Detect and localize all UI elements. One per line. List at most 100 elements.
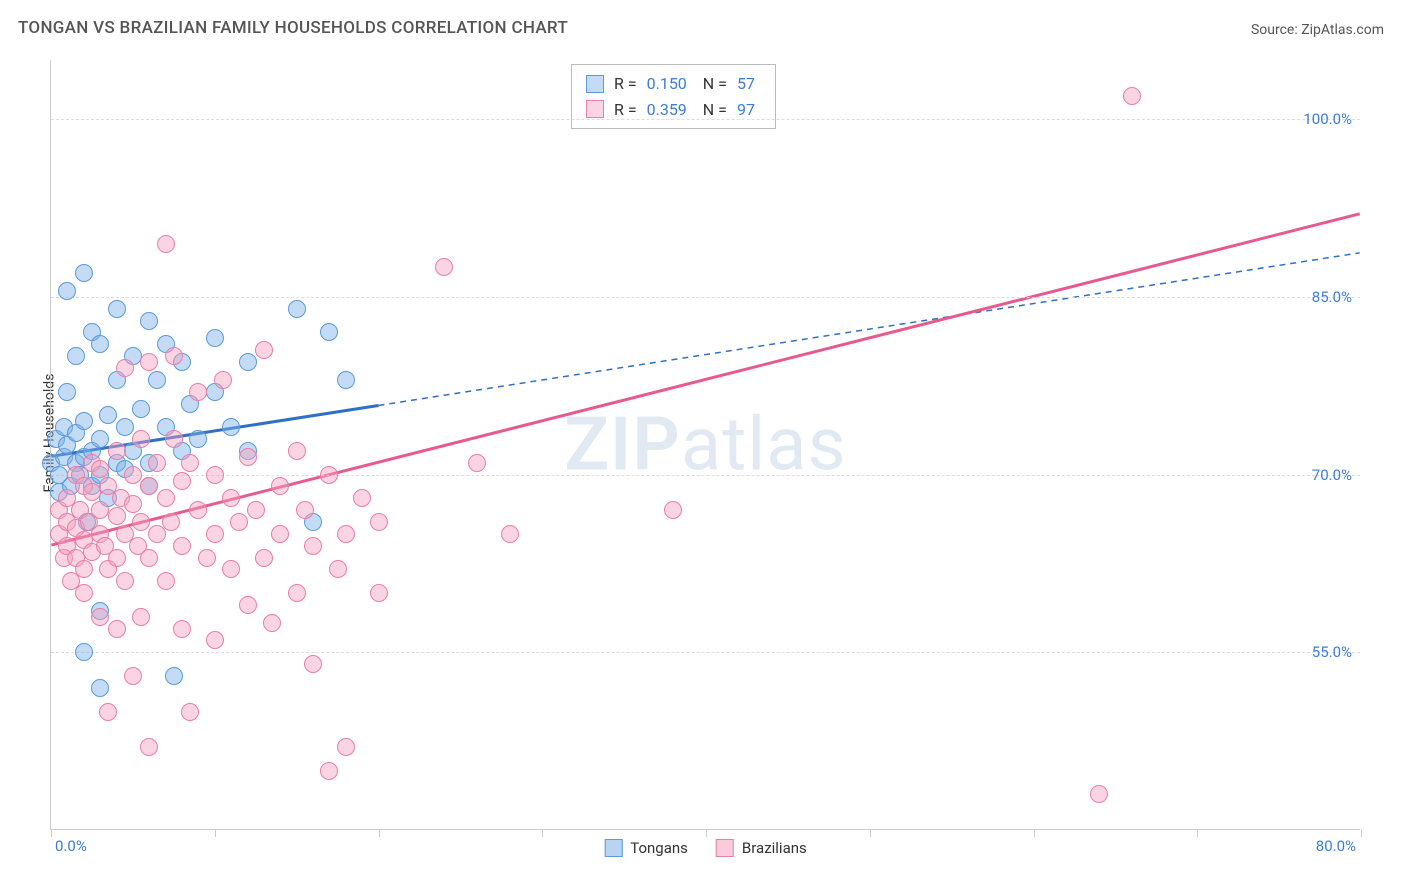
scatter-point bbox=[108, 442, 126, 460]
scatter-point bbox=[157, 489, 175, 507]
swatch-brazilians bbox=[586, 100, 604, 118]
scatter-point bbox=[140, 312, 158, 330]
y-tick-label: 55.0% bbox=[1312, 643, 1352, 661]
scatter-point bbox=[263, 614, 281, 632]
legend-swatch bbox=[604, 839, 622, 857]
scatter-point bbox=[165, 347, 183, 365]
scatter-point bbox=[271, 525, 289, 543]
scatter-point bbox=[124, 466, 142, 484]
scatter-point bbox=[99, 703, 117, 721]
scatter-point bbox=[189, 383, 207, 401]
scatter-point bbox=[91, 608, 109, 626]
scatter-point bbox=[132, 513, 150, 531]
scatter-point bbox=[271, 477, 289, 495]
scatter-point bbox=[288, 584, 306, 602]
scatter-point bbox=[181, 454, 199, 472]
scatter-point bbox=[67, 347, 85, 365]
legend-stats-row: R = 0.150 N = 57 bbox=[586, 71, 761, 97]
grid-line bbox=[51, 297, 1360, 298]
scatter-point bbox=[173, 472, 191, 490]
scatter-point bbox=[108, 549, 126, 567]
legend-item: Tongans bbox=[604, 839, 688, 857]
x-tick bbox=[706, 829, 707, 837]
scatter-point bbox=[116, 572, 134, 590]
scatter-point bbox=[181, 703, 199, 721]
scatter-point bbox=[75, 560, 93, 578]
y-tick-label: 70.0% bbox=[1312, 466, 1352, 484]
legend-series: Tongans Brazilians bbox=[604, 839, 807, 857]
chart-title: TONGAN VS BRAZILIAN FAMILY HOUSEHOLDS CO… bbox=[18, 18, 568, 38]
scatter-point bbox=[288, 300, 306, 318]
legend-label: Tongans bbox=[630, 839, 688, 857]
scatter-point bbox=[329, 560, 347, 578]
scatter-point bbox=[206, 329, 224, 347]
x-tick bbox=[870, 829, 871, 837]
grid-line bbox=[51, 119, 1360, 120]
trend-line bbox=[51, 214, 1359, 545]
scatter-point bbox=[320, 762, 338, 780]
scatter-point bbox=[173, 537, 191, 555]
x-tick bbox=[542, 829, 543, 837]
scatter-point bbox=[337, 371, 355, 389]
scatter-point bbox=[157, 235, 175, 253]
source-attribution: Source: ZipAtlas.com bbox=[1251, 22, 1384, 38]
scatter-point bbox=[304, 537, 322, 555]
scatter-point bbox=[664, 501, 682, 519]
scatter-point bbox=[468, 454, 486, 472]
scatter-point bbox=[108, 300, 126, 318]
y-tick-label: 100.0% bbox=[1303, 110, 1352, 128]
scatter-point bbox=[214, 371, 232, 389]
legend-item: Brazilians bbox=[716, 839, 807, 857]
scatter-point bbox=[370, 513, 388, 531]
scatter-point bbox=[140, 738, 158, 756]
x-tick bbox=[51, 829, 52, 837]
scatter-point bbox=[239, 448, 257, 466]
legend-label: Brazilians bbox=[742, 839, 807, 857]
scatter-point bbox=[140, 477, 158, 495]
scatter-point bbox=[337, 525, 355, 543]
scatter-point bbox=[75, 264, 93, 282]
x-tick bbox=[1361, 829, 1362, 837]
scatter-point bbox=[75, 643, 93, 661]
scatter-point bbox=[206, 631, 224, 649]
scatter-point bbox=[91, 460, 109, 478]
scatter-point bbox=[501, 525, 519, 543]
n-label: N = bbox=[703, 71, 727, 97]
scatter-point bbox=[140, 549, 158, 567]
scatter-point bbox=[132, 430, 150, 448]
scatter-point bbox=[108, 507, 126, 525]
scatter-point bbox=[140, 353, 158, 371]
x-tick bbox=[1034, 829, 1035, 837]
x-tick-label: 0.0% bbox=[55, 837, 87, 855]
scatter-point bbox=[148, 371, 166, 389]
scatter-point bbox=[435, 258, 453, 276]
trend-line-dashed bbox=[378, 253, 1359, 406]
r-value-tongans: 0.150 bbox=[647, 71, 687, 97]
scatter-point bbox=[353, 489, 371, 507]
legend-swatch bbox=[716, 839, 734, 857]
scatter-point bbox=[162, 513, 180, 531]
scatter-point bbox=[116, 359, 134, 377]
scatter-point bbox=[304, 655, 322, 673]
scatter-point bbox=[222, 489, 240, 507]
scatter-point bbox=[124, 495, 142, 513]
x-tick bbox=[215, 829, 216, 837]
scatter-point bbox=[148, 454, 166, 472]
scatter-point bbox=[91, 679, 109, 697]
x-tick-label: 80.0% bbox=[1316, 837, 1356, 855]
scatter-point bbox=[157, 572, 175, 590]
scatter-point bbox=[222, 560, 240, 578]
scatter-point bbox=[1123, 87, 1141, 105]
scatter-point bbox=[320, 466, 338, 484]
scatter-point bbox=[91, 335, 109, 353]
scatter-point bbox=[75, 412, 93, 430]
scatter-point bbox=[173, 620, 191, 638]
r-label: R = bbox=[614, 71, 637, 97]
scatter-point bbox=[296, 501, 314, 519]
scatter-point bbox=[116, 418, 134, 436]
scatter-point bbox=[239, 596, 257, 614]
n-value-tongans: 57 bbox=[737, 71, 755, 97]
scatter-point bbox=[58, 282, 76, 300]
scatter-point bbox=[230, 513, 248, 531]
scatter-point bbox=[58, 383, 76, 401]
